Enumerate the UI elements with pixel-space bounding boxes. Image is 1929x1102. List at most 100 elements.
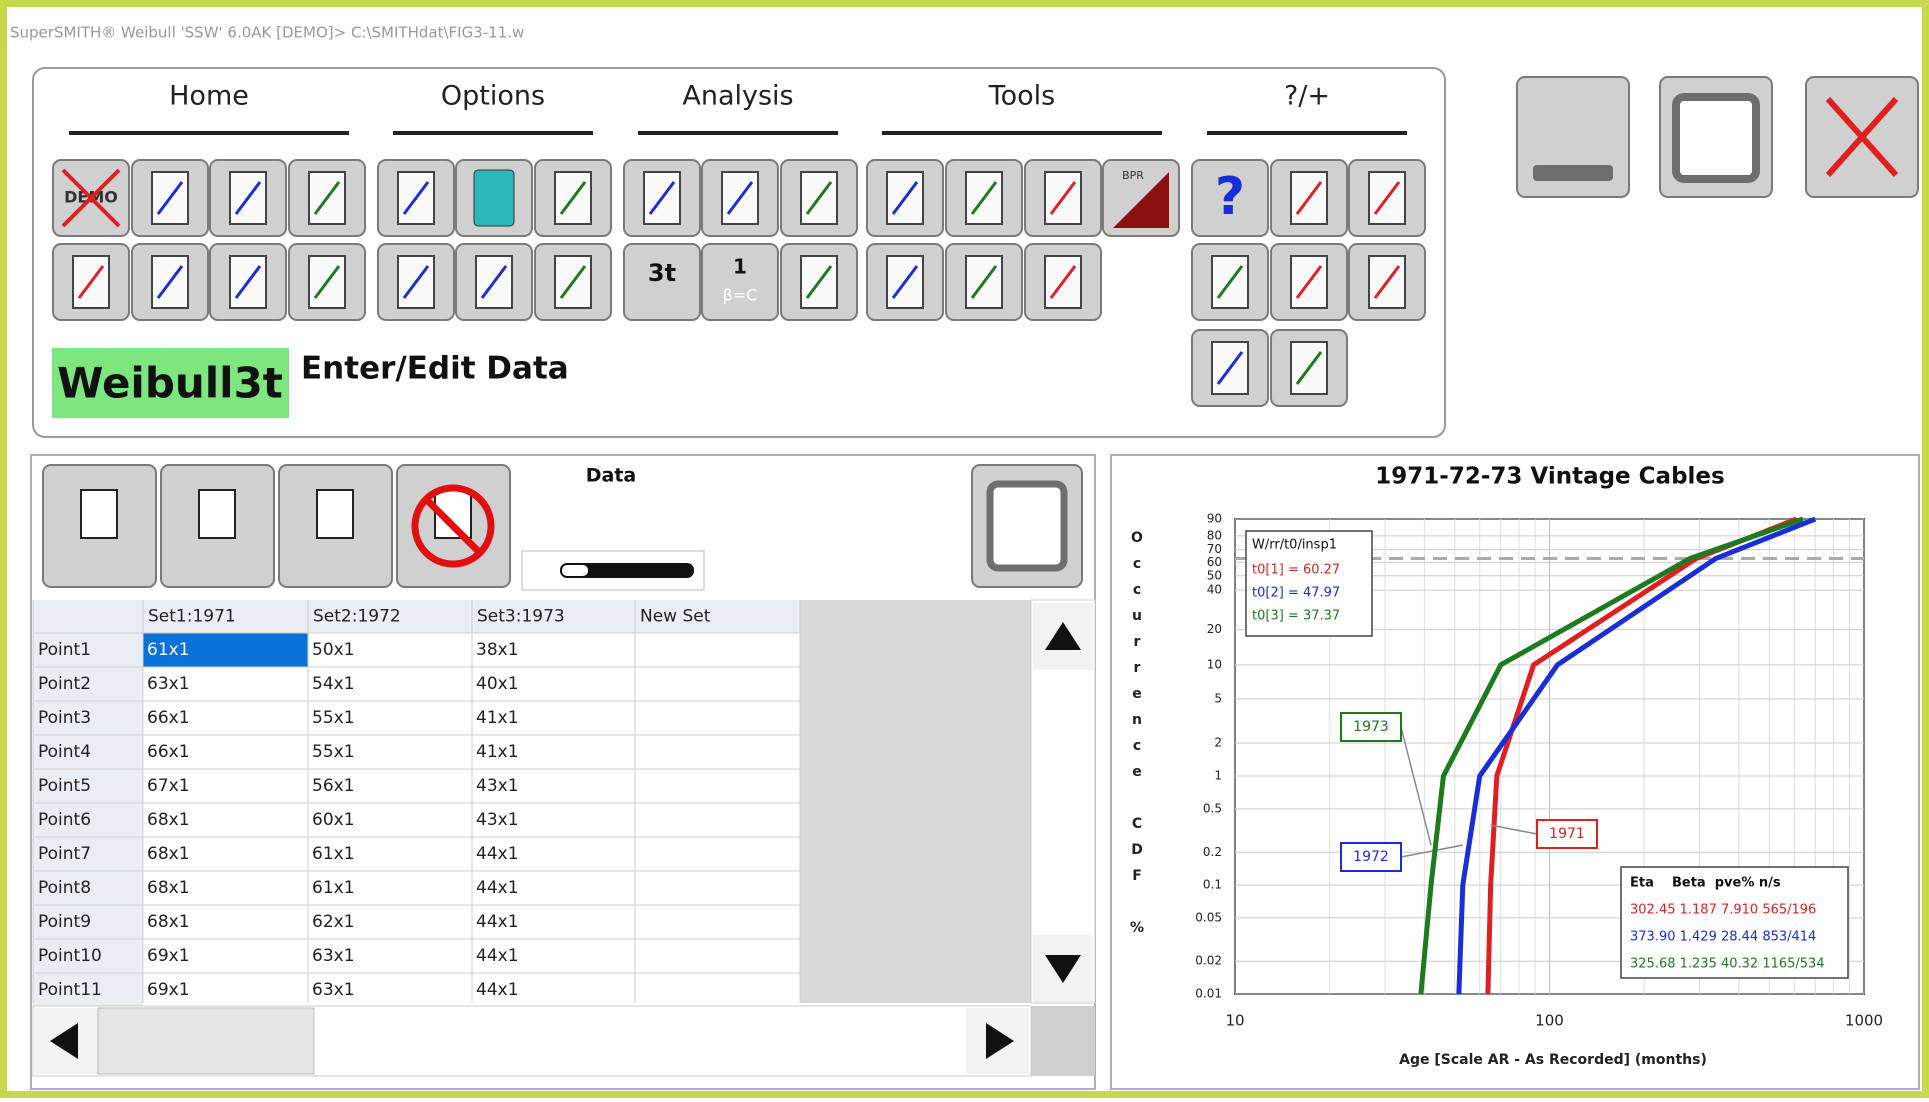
toolbar-icon[interactable]: [866, 159, 944, 237]
legend-item: t0[1] = 60.27: [1252, 563, 1340, 578]
toolbar-icon[interactable]: [209, 159, 287, 237]
panel-maximize-button[interactable]: [971, 464, 1083, 588]
table-cell[interactable]: 41x1: [476, 742, 519, 762]
toolbar-icon[interactable]: [455, 159, 533, 237]
ribbon-tab[interactable]: ?/+: [1284, 81, 1330, 112]
toolbar-icon[interactable]: [288, 243, 366, 321]
ribbon-tab[interactable]: Analysis: [682, 81, 793, 112]
toolbar-icon[interactable]: [377, 243, 455, 321]
toolbar-icon[interactable]: [945, 243, 1023, 321]
table-cell[interactable]: 44x1: [476, 946, 519, 966]
table-cell[interactable]: 54x1: [312, 674, 355, 694]
table-cell[interactable]: 63x1: [147, 674, 190, 694]
table-cell[interactable]: 55x1: [312, 708, 355, 728]
button-face: [623, 243, 701, 321]
toolbar-icon[interactable]: [701, 159, 779, 237]
table-cell[interactable]: 50x1: [312, 640, 355, 660]
icon-glyph: [1295, 181, 1323, 215]
toolbar-icon[interactable]: [1270, 159, 1348, 237]
table-cell[interactable]: 38x1: [476, 640, 519, 660]
toolbar-icon[interactable]: [1024, 159, 1102, 237]
table-cell[interactable]: 41x1: [476, 708, 519, 728]
table-cell[interactable]: 69x1: [147, 946, 190, 966]
toolbar-icon[interactable]: [1024, 243, 1102, 321]
row-label: Point3: [38, 708, 91, 728]
table-cell[interactable]: 66x1: [147, 742, 190, 762]
toolbar-icon[interactable]: [1191, 243, 1269, 321]
toolbar-icon[interactable]: 1 β=C: [701, 243, 779, 321]
table-cell[interactable]: 44x1: [476, 844, 519, 864]
icon-glyph: [402, 265, 430, 299]
toolbar-icon[interactable]: [209, 243, 287, 321]
legend-title: W/rr/t0/insp1: [1252, 538, 1337, 553]
table-cell[interactable]: 43x1: [476, 810, 519, 830]
close-button[interactable]: [1805, 76, 1919, 198]
ribbon-tab[interactable]: Options: [441, 81, 545, 112]
scroll-thumb[interactable]: [97, 1007, 315, 1075]
icon-glyph: [473, 169, 515, 227]
table-cell[interactable]: 40x1: [476, 674, 519, 694]
table-cell[interactable]: 69x1: [147, 980, 190, 1000]
table-cell[interactable]: 68x1: [147, 912, 190, 932]
annotation-label: 1973: [1353, 719, 1389, 735]
toolbar-icon[interactable]: [780, 159, 858, 237]
toolbar-icon[interactable]: [1270, 329, 1348, 407]
toolbar-icon[interactable]: [377, 159, 455, 237]
table-cell[interactable]: 43x1: [476, 776, 519, 796]
toolbar-icon[interactable]: [131, 243, 209, 321]
data-tool-button[interactable]: [396, 464, 511, 588]
toolbar-icon[interactable]: BPR: [1102, 159, 1180, 237]
toolbar-icon[interactable]: [288, 159, 366, 237]
toolbar-icon[interactable]: 3t: [623, 243, 701, 321]
table-cell[interactable]: 56x1: [312, 776, 355, 796]
ribbon-tab[interactable]: Tools: [988, 81, 1056, 112]
table-cell[interactable]: 67x1: [147, 776, 190, 796]
toolbar-icon[interactable]: [1191, 329, 1269, 407]
toolbar-icon[interactable]: [455, 243, 533, 321]
ribbon-tab[interactable]: Home: [169, 81, 249, 112]
row-header-bg: [33, 667, 143, 701]
data-tool-button[interactable]: [160, 464, 275, 588]
table-cell[interactable]: 68x1: [147, 844, 190, 864]
slider[interactable]: [521, 550, 705, 591]
toolbar-icon[interactable]: [1270, 243, 1348, 321]
toolbar-icon[interactable]: [945, 159, 1023, 237]
icon-glyph: [313, 181, 341, 215]
minimize-button[interactable]: [1516, 76, 1630, 198]
maximize-button[interactable]: [1659, 76, 1773, 198]
table-cell[interactable]: 63x1: [312, 946, 355, 966]
table-cell[interactable]: 61x1: [312, 844, 355, 864]
table-cell[interactable]: 66x1: [147, 708, 190, 728]
table-cell[interactable]: 60x1: [312, 810, 355, 830]
table-cell[interactable]: 61x1: [147, 640, 190, 660]
table-cell[interactable]: 44x1: [476, 912, 519, 932]
table-cell[interactable]: 62x1: [312, 912, 355, 932]
toolbar-icon[interactable]: [1348, 243, 1426, 321]
column-header: Set1:1971: [148, 607, 236, 627]
toolbar-icon[interactable]: [623, 159, 701, 237]
table-cell[interactable]: 55x1: [312, 742, 355, 762]
table-cell[interactable]: 44x1: [476, 980, 519, 1000]
data-tool-button[interactable]: [42, 464, 157, 588]
toolbar-icon[interactable]: [866, 243, 944, 321]
annotation-leader: [1490, 824, 1538, 835]
toolbar-icon[interactable]: DEMO: [52, 159, 130, 237]
toolbar-icon[interactable]: [1348, 159, 1426, 237]
table-cell[interactable]: 63x1: [312, 980, 355, 1000]
table-cell[interactable]: 68x1: [147, 810, 190, 830]
data-tool-button[interactable]: [278, 464, 393, 588]
toolbar-icon[interactable]: ?: [1191, 159, 1269, 237]
row-header-bg: [33, 905, 143, 939]
table-cell[interactable]: 44x1: [476, 878, 519, 898]
toolbar-icon[interactable]: [780, 243, 858, 321]
glyph: [411, 484, 495, 568]
y-tick-label: 0.02: [1195, 954, 1222, 968]
row-label: Point6: [38, 810, 91, 830]
icon-glyph: [559, 265, 587, 299]
toolbar-icon[interactable]: [534, 159, 612, 237]
table-cell[interactable]: 68x1: [147, 878, 190, 898]
toolbar-icon[interactable]: [52, 243, 130, 321]
toolbar-icon[interactable]: [534, 243, 612, 321]
toolbar-icon[interactable]: [131, 159, 209, 237]
table-cell[interactable]: 61x1: [312, 878, 355, 898]
